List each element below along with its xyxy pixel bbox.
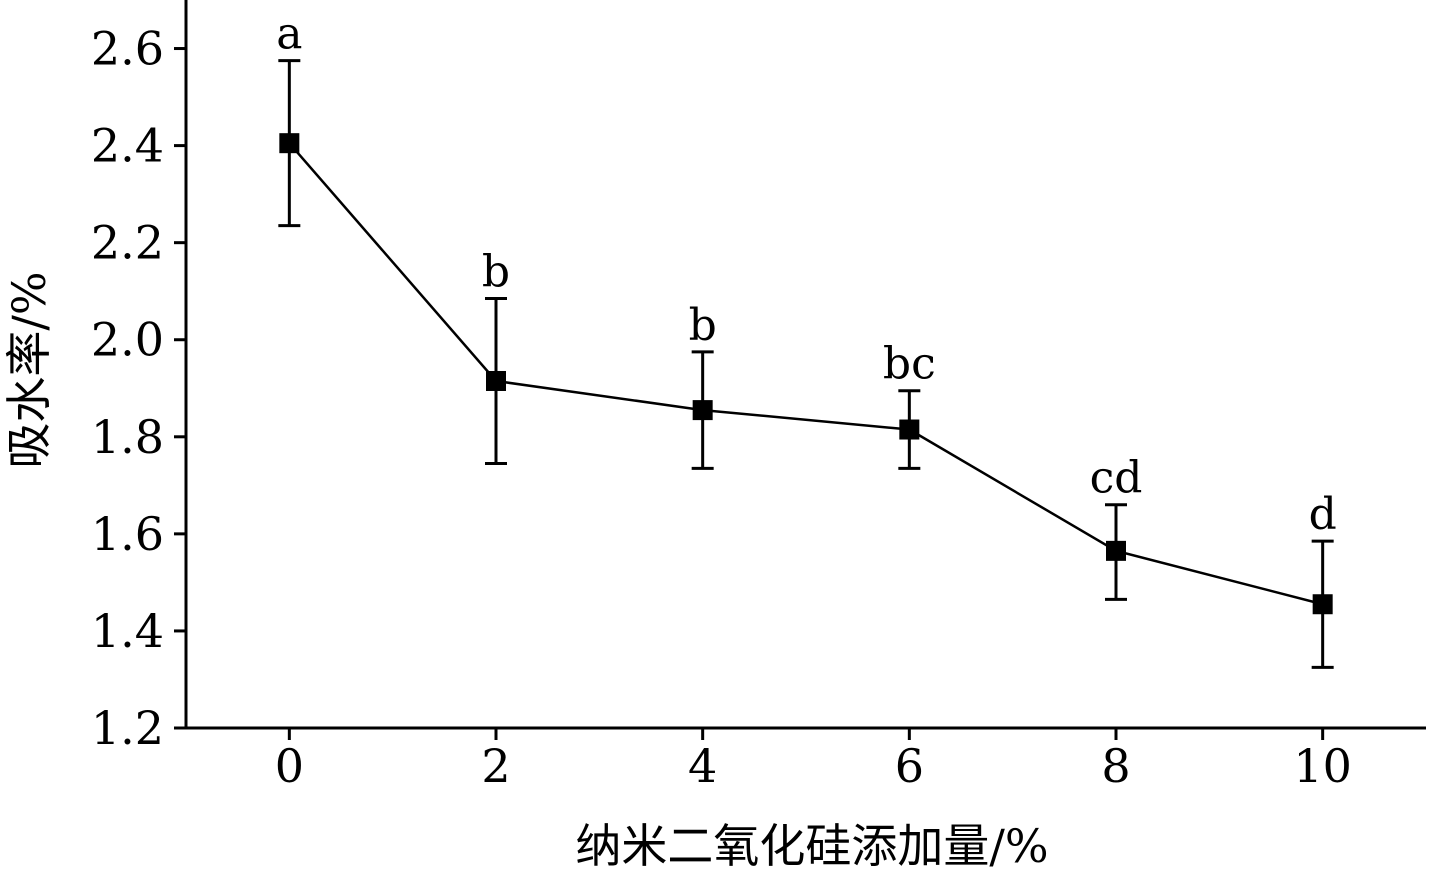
series: a b b bc cd d [276, 9, 1337, 669]
y-tick-label: 2.6 [91, 22, 164, 76]
axes [184, 0, 1426, 730]
data-point [486, 370, 506, 391]
y-tick-label: 2.4 [91, 119, 164, 173]
y-axis-title: 吸水率/% [2, 271, 56, 468]
x-tick-label: 10 [1293, 739, 1352, 793]
y-tick-label: 2.2 [91, 216, 164, 270]
x-tick-label: 0 [275, 739, 304, 793]
data-point [279, 133, 300, 154]
x-ticks: 0 2 4 6 8 10 [275, 728, 1352, 793]
x-tick-label: 2 [481, 739, 510, 793]
significance-label: a [276, 9, 302, 60]
y-ticks: 1.2 1.4 1.6 1.8 2.0 2.2 2.4 2.6 [91, 22, 186, 755]
significance-label: cd [1090, 453, 1143, 504]
data-point [1312, 594, 1333, 615]
x-tick-label: 8 [1101, 739, 1130, 793]
y-tick-label: 1.4 [91, 604, 164, 658]
x-tick-label: 6 [895, 739, 924, 793]
data-point [692, 400, 713, 421]
y-tick-label: 1.2 [91, 701, 164, 755]
series-line [288, 142, 1323, 606]
significance-label: b [482, 246, 510, 297]
x-tick-label: 4 [688, 739, 717, 793]
significance-label: b [689, 300, 717, 351]
data-point [899, 419, 920, 440]
significance-label: d [1309, 489, 1337, 540]
data-point [1106, 540, 1126, 561]
y-tick-label: 2.0 [91, 313, 164, 367]
y-tick-label: 1.8 [91, 410, 164, 464]
y-tick-label: 1.6 [91, 507, 164, 561]
x-axis-title: 纳米二氧化硅添加量/% [575, 819, 1048, 870]
significance-label: bc [883, 339, 936, 390]
